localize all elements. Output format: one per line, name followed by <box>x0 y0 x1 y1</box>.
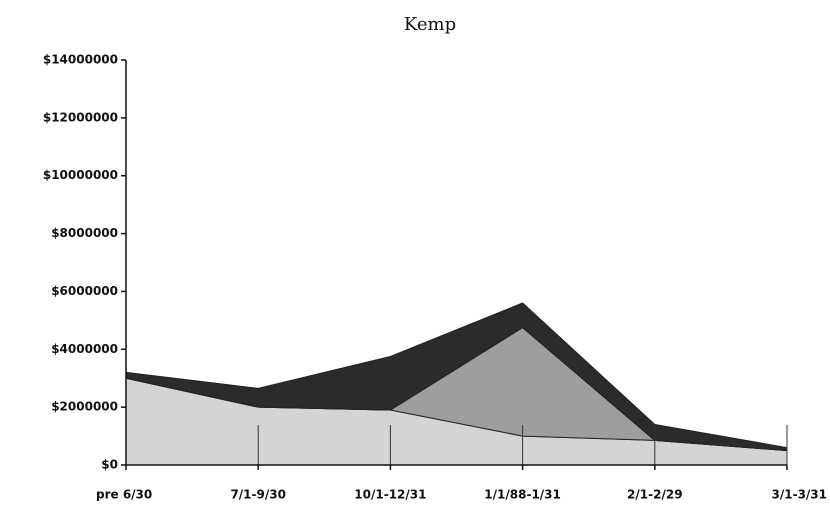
y-tick-label: $0 <box>101 458 118 472</box>
x-tick-label: 10/1-12/31 <box>354 488 426 502</box>
y-tick-label: $10000000 <box>43 168 118 182</box>
x-tick-label: 7/1-9/30 <box>230 488 286 502</box>
y-tick-label: $4000000 <box>51 342 118 356</box>
x-tick-label: 3/1-3/31 <box>772 488 828 502</box>
y-tick-label: $6000000 <box>51 284 118 298</box>
x-tick-label: pre 6/30 <box>96 488 152 502</box>
y-tick-label: $12000000 <box>43 110 118 124</box>
chart-title: Kemp <box>404 14 456 35</box>
x-tick-label: 2/1-2/29 <box>627 488 683 502</box>
y-tick-label: $8000000 <box>51 226 118 240</box>
y-tick-label: $14000000 <box>43 53 118 67</box>
y-tick-label: $2000000 <box>51 400 118 414</box>
x-tick-label: 1/1/88-1/31 <box>484 488 561 502</box>
